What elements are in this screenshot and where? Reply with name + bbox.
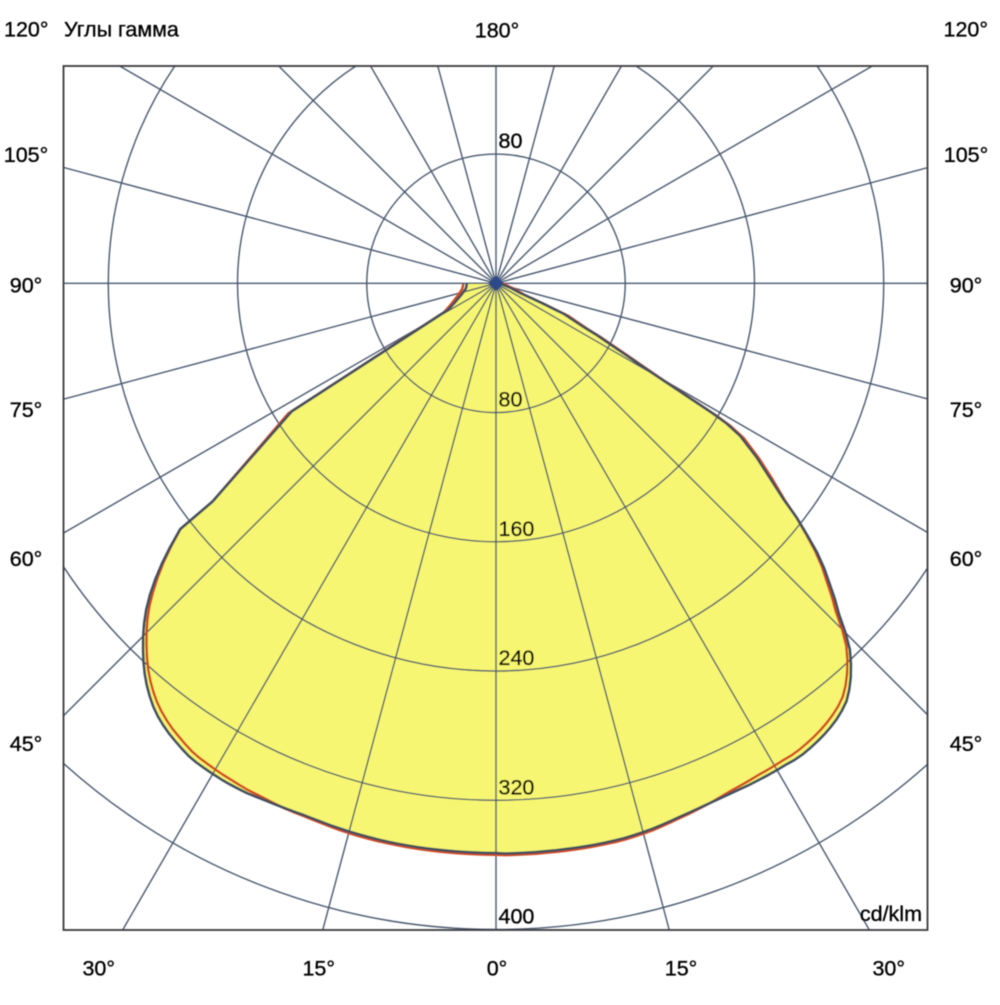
svg-text:90°: 90° bbox=[950, 274, 983, 298]
svg-text:105°: 105° bbox=[4, 143, 48, 167]
svg-text:15°: 15° bbox=[665, 956, 698, 980]
svg-text:30°: 30° bbox=[872, 956, 905, 980]
svg-text:180°: 180° bbox=[475, 19, 519, 43]
svg-text:80: 80 bbox=[499, 129, 523, 153]
svg-text:75°: 75° bbox=[10, 398, 43, 422]
svg-text:80: 80 bbox=[499, 388, 523, 412]
svg-text:0°: 0° bbox=[487, 956, 508, 980]
svg-text:30°: 30° bbox=[82, 956, 115, 980]
svg-text:45°: 45° bbox=[950, 732, 983, 756]
svg-text:cd/klm: cd/klm bbox=[860, 902, 922, 926]
svg-text:120°: 120° bbox=[4, 18, 48, 42]
svg-text:90°: 90° bbox=[10, 274, 43, 298]
svg-text:75°: 75° bbox=[950, 398, 983, 422]
svg-text:105°: 105° bbox=[944, 143, 988, 167]
svg-text:15°: 15° bbox=[302, 956, 335, 980]
svg-text:45°: 45° bbox=[10, 732, 43, 756]
svg-text:60°: 60° bbox=[10, 547, 43, 571]
svg-text:160: 160 bbox=[499, 517, 535, 541]
svg-text:320: 320 bbox=[499, 775, 535, 799]
svg-text:240: 240 bbox=[499, 646, 535, 670]
svg-text:120°: 120° bbox=[944, 18, 988, 42]
svg-text:Углы гамма: Углы гамма bbox=[64, 18, 179, 42]
svg-text:400: 400 bbox=[499, 905, 535, 929]
svg-text:60°: 60° bbox=[950, 547, 983, 571]
